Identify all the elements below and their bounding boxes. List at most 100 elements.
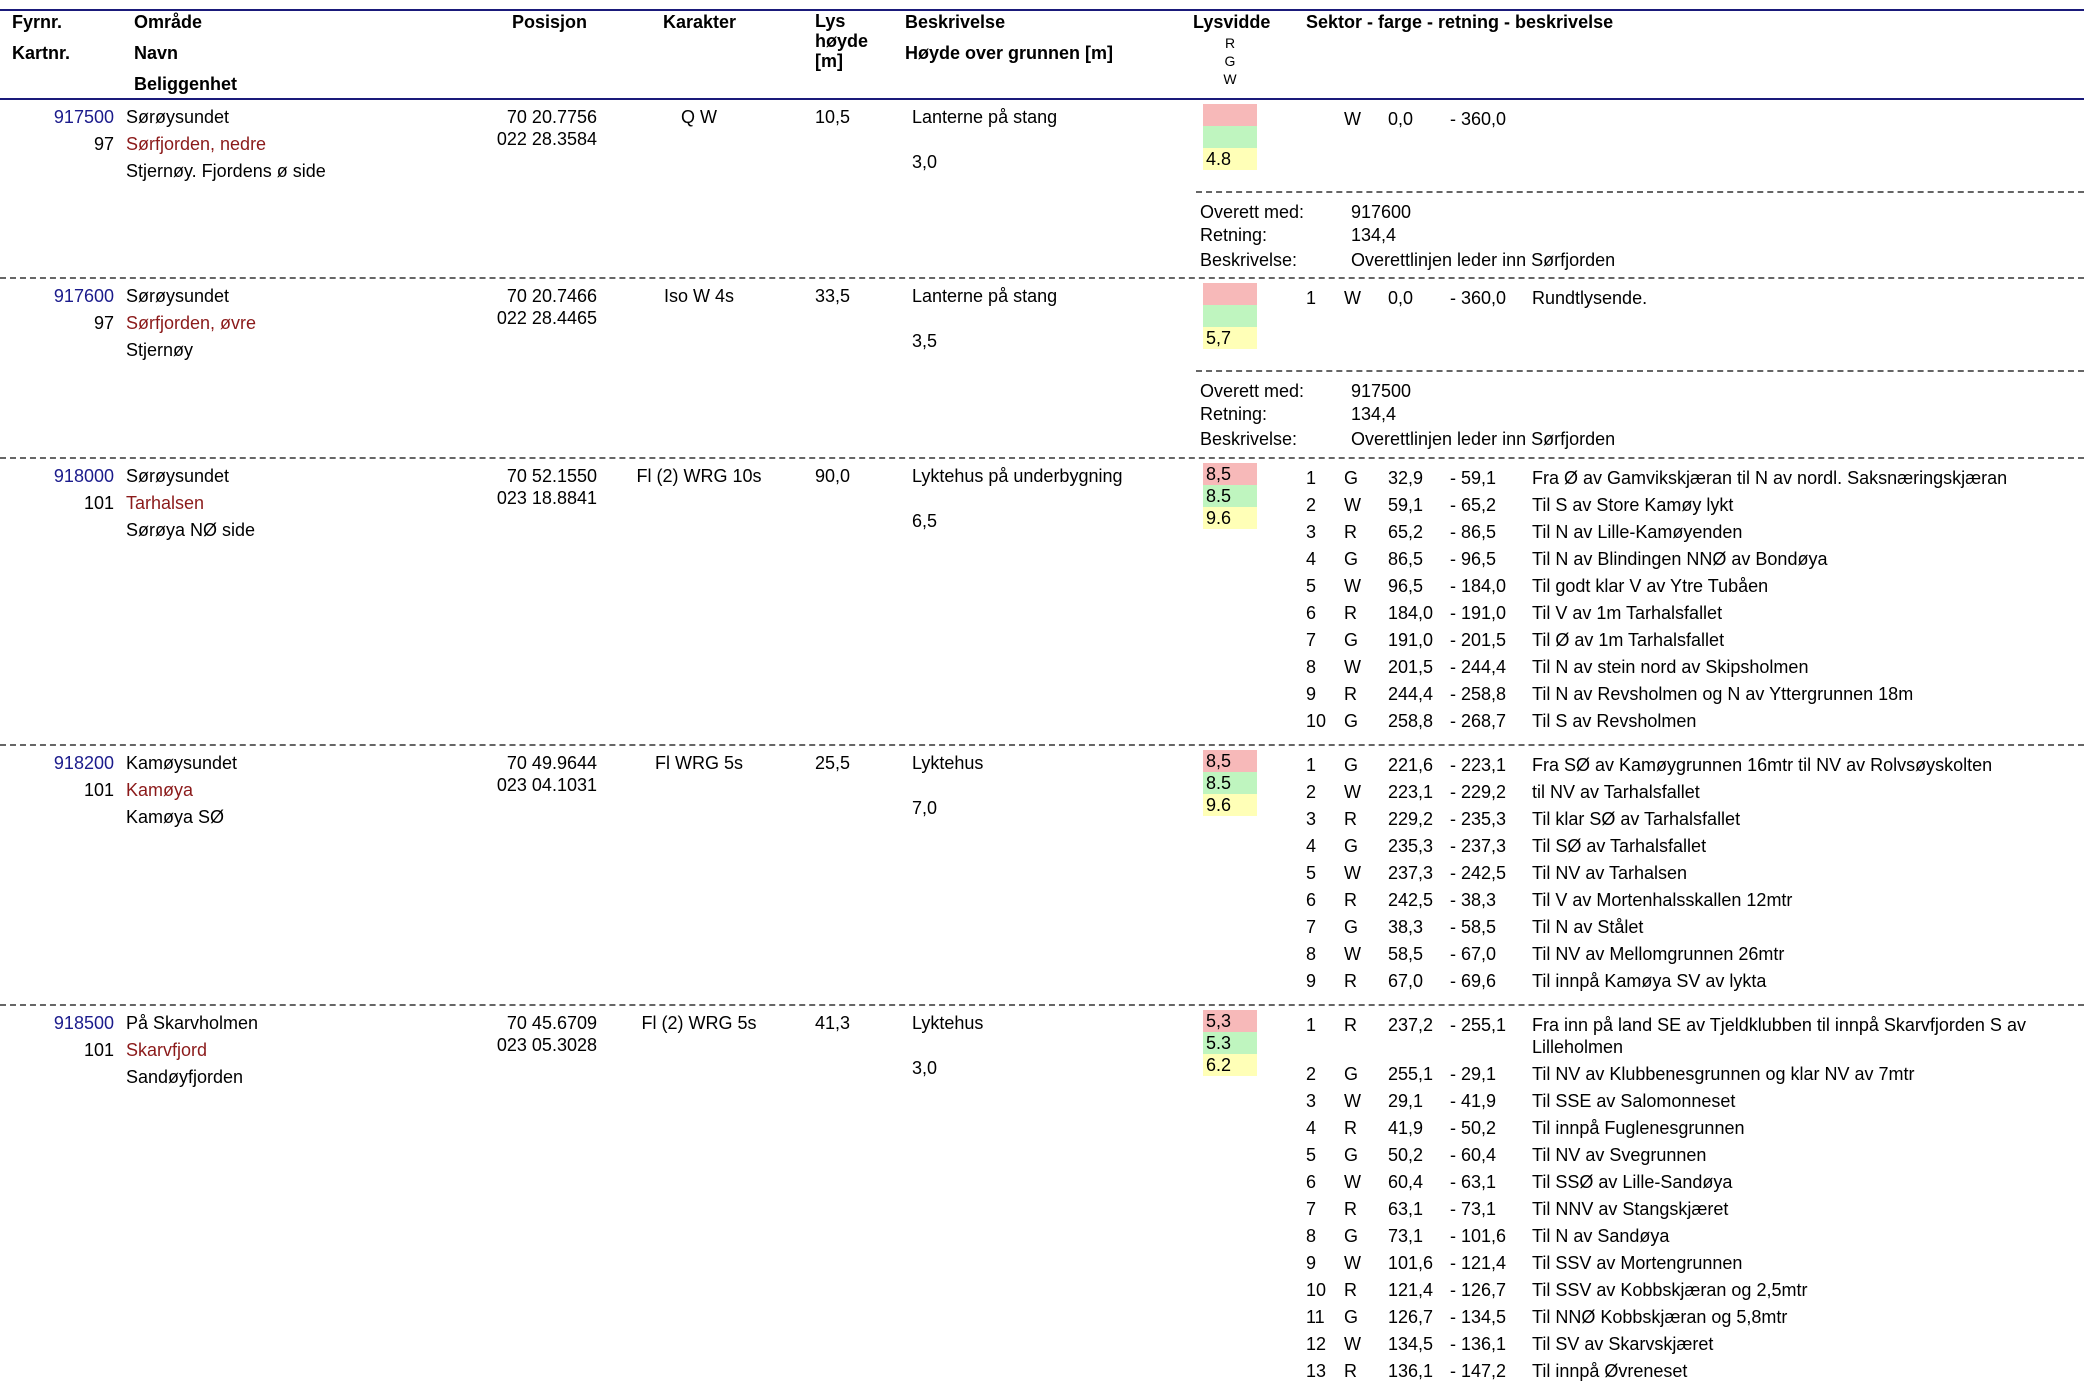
retning-value: 134,4 bbox=[1351, 225, 1397, 245]
header-hoyde: Høyde over grunnen [m] bbox=[905, 43, 1114, 63]
sector-to: - 237,3 bbox=[1450, 836, 1507, 856]
sector-number: 5 bbox=[1306, 1145, 1317, 1165]
range-green: 8.5 bbox=[1203, 772, 1257, 794]
sector-number: 7 bbox=[1306, 630, 1317, 650]
sector-from: 221,6 bbox=[1388, 755, 1434, 775]
sector-row: 5 W 96,5 - 184,0 Til godt klar V av Ytre Tub… bbox=[0, 575, 2084, 602]
sector-to: - 184,0 bbox=[1450, 576, 1507, 596]
sector-row: 11 G 126,7 - 134,5 Til NNØ Kobbskjæran og 5,… bbox=[0, 1306, 2084, 1333]
retning-label: Retning: bbox=[1200, 225, 1268, 245]
sector-to: - 38,3 bbox=[1450, 890, 1497, 910]
sector-number: 9 bbox=[1306, 1253, 1317, 1273]
entry-position-lon: 023 05.3028 bbox=[496, 1035, 597, 1055]
sector-from: 223,1 bbox=[1388, 782, 1434, 802]
sector-row: 1 W 0,0 - 360,0 Rundtlysende. bbox=[0, 287, 2084, 314]
sector-from: 41,9 bbox=[1388, 1118, 1424, 1138]
sector-to: - 255,1 bbox=[1450, 1015, 1507, 1035]
entry-fyrnr[interactable]: 917600 bbox=[53, 286, 114, 306]
entry-fyrnr[interactable]: 917500 bbox=[53, 107, 114, 127]
sector-description-cont: Lilleholmen bbox=[1532, 1037, 1624, 1057]
entry-beskrivelse: Lanterne på stang bbox=[912, 286, 1058, 306]
entry-kartnr: 101 bbox=[83, 780, 114, 800]
sector-to: - 63,1 bbox=[1450, 1172, 1497, 1192]
sector-from: 38,3 bbox=[1388, 917, 1424, 937]
entry-navn: Sørfjorden, øvre bbox=[126, 313, 257, 333]
sector-color: W bbox=[1344, 1172, 1361, 1192]
sector-from: 29,1 bbox=[1388, 1091, 1424, 1111]
sector-description: Til Ø av 1m Tarhalsfallet bbox=[1532, 630, 1725, 650]
entry-position-lon: 023 04.1031 bbox=[496, 775, 597, 795]
range-red: 8,5 bbox=[1203, 463, 1257, 485]
header-lys-line1: Lys bbox=[815, 11, 846, 31]
entry-hoyde: 6,5 bbox=[912, 511, 938, 531]
entry-fyrnr[interactable]: 918500 bbox=[53, 1013, 114, 1033]
sector-from: 0,0 bbox=[1388, 109, 1414, 129]
sector-number: 3 bbox=[1306, 1091, 1317, 1111]
overett-separator bbox=[1196, 370, 2084, 372]
sector-description: Til N av Revsholmen og N av Yttergrunnen… bbox=[1532, 684, 1914, 704]
entry-position-lat: 70 20.7756 bbox=[506, 107, 597, 127]
sector-color: W bbox=[1344, 495, 1361, 515]
overett-value[interactable]: 917500 bbox=[1351, 381, 1412, 401]
sector-row: 6 W 60,4 - 63,1 Til SSØ av Lille-Sandøya bbox=[0, 1171, 2084, 1198]
entry-position-lat: 70 52.1550 bbox=[506, 466, 597, 486]
entry-fyrnr[interactable]: 918200 bbox=[53, 753, 114, 773]
header-top-rule bbox=[0, 9, 2084, 11]
sector-number: 6 bbox=[1306, 1172, 1317, 1192]
sector-description: Til N av stein nord av Skipsholmen bbox=[1532, 657, 1809, 677]
header-sektor: Sektor - farge - retning - beskrivelse bbox=[1306, 12, 1614, 32]
sector-color: W bbox=[1344, 576, 1361, 596]
range-white: 4.8 bbox=[1203, 148, 1257, 170]
sector-color: W bbox=[1344, 109, 1361, 129]
entry-hoyde: 7,0 bbox=[912, 798, 938, 818]
sector-color: W bbox=[1344, 1091, 1361, 1111]
sector-number: 7 bbox=[1306, 1199, 1317, 1219]
sector-from: 63,1 bbox=[1388, 1199, 1424, 1219]
sector-color: R bbox=[1344, 1118, 1357, 1138]
entry-beliggenhet: Stjernøy. Fjordens ø side bbox=[126, 161, 326, 181]
entry-lyshoyde: 41,3 bbox=[815, 1013, 851, 1033]
sector-color: G bbox=[1344, 468, 1359, 488]
range-red: 5,3 bbox=[1203, 1010, 1257, 1032]
sector-number: 1 bbox=[1306, 1015, 1317, 1035]
entry-beliggenhet: Stjernøy bbox=[126, 340, 194, 360]
sector-row: 6 R 242,5 - 38,3 Til V av Mortenhalsskallen … bbox=[0, 889, 2084, 916]
entry-kartnr: 97 bbox=[93, 313, 114, 333]
entry-fyrnr[interactable]: 918000 bbox=[53, 466, 114, 486]
sector-to: - 69,6 bbox=[1450, 971, 1497, 991]
sector-description: Til NNØ Kobbskjæran og 5,8mtr bbox=[1532, 1307, 1788, 1327]
sector-description: Fra inn på land SE av Tjeldklubben til i… bbox=[1532, 1015, 2026, 1035]
entry-lyshoyde: 25,5 bbox=[815, 753, 851, 773]
sector-from: 121,4 bbox=[1388, 1280, 1434, 1300]
header-karakter: Karakter bbox=[663, 12, 737, 32]
sector-number: 11 bbox=[1306, 1307, 1325, 1327]
sector-color: G bbox=[1344, 1307, 1359, 1327]
sector-row: 1 R 237,2 - 255,1 Fra inn på land SE av Tjel… bbox=[0, 1014, 2084, 1041]
sector-to: - 268,7 bbox=[1450, 711, 1507, 731]
sector-from: 191,0 bbox=[1388, 630, 1434, 650]
sector-row: 2 G 255,1 - 29,1 Til NV av Klubbenesgrunnen … bbox=[0, 1063, 2084, 1090]
sector-number: 8 bbox=[1306, 657, 1317, 677]
sector-from: 244,4 bbox=[1388, 684, 1434, 704]
sector-description: til NV av Tarhalsfallet bbox=[1532, 782, 1700, 802]
entry-karakter: Fl WRG 5s bbox=[655, 753, 743, 773]
header-lys-line2: høyde bbox=[815, 31, 869, 51]
sector-number: 4 bbox=[1306, 1118, 1317, 1138]
sector-description: Til NNV av Stangskjæret bbox=[1532, 1199, 1729, 1219]
sector-from: 255,1 bbox=[1388, 1064, 1434, 1084]
entry-karakter: Fl (2) WRG 5s bbox=[641, 1013, 757, 1033]
sector-description: Til S av Revsholmen bbox=[1532, 711, 1697, 731]
sector-number: 3 bbox=[1306, 809, 1317, 829]
sector-row: 10 G 258,8 - 268,7 Til S av Revsholmen bbox=[0, 710, 2084, 737]
sector-description: Til S av Store Kamøy lykt bbox=[1532, 495, 1734, 515]
sector-number: 2 bbox=[1306, 495, 1317, 515]
header-beskrivelse: Beskrivelse bbox=[905, 12, 1006, 32]
sector-description: Fra Ø av Gamvikskjæran til N av nordl. S… bbox=[1532, 468, 2008, 488]
header-omrade: Område bbox=[134, 12, 203, 32]
sector-from: 58,5 bbox=[1388, 944, 1424, 964]
entry-kartnr: 101 bbox=[83, 493, 114, 513]
sector-row: 5 W 237,3 - 242,5 Til NV av Tarhalsen bbox=[0, 862, 2084, 889]
sector-description: Til SV av Skarvskjæret bbox=[1532, 1334, 1714, 1354]
header-lysvidde-g: G bbox=[1224, 53, 1236, 69]
overett-value[interactable]: 917600 bbox=[1351, 202, 1412, 222]
